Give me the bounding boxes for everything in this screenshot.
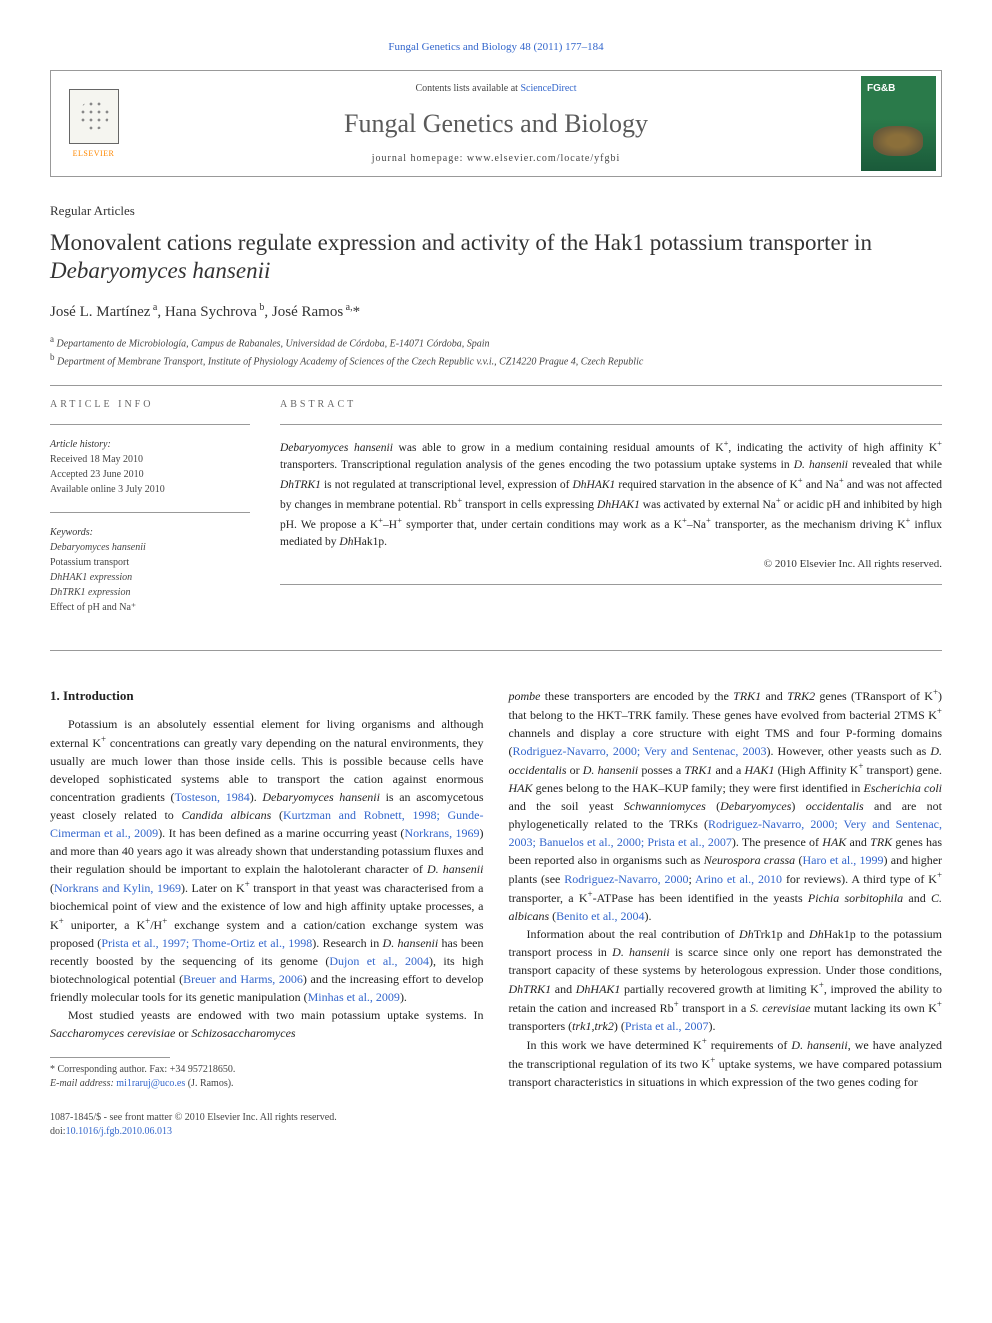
keyword: Effect of pH and Na⁺ [50,600,250,615]
elsevier-logo[interactable]: ELSEVIER [51,76,136,171]
email-suffix: (J. Ramos). [185,1078,233,1089]
journal-title: Fungal Genetics and Biology [146,106,846,142]
intro-paragraph-2: Most studied yeasts are endowed with two… [50,1006,484,1042]
article-title: Monovalent cations regulate expression a… [50,229,942,287]
keywords-label: Keywords: [50,525,250,540]
sciencedirect-link[interactable]: ScienceDirect [520,83,576,94]
citation-link[interactable]: Benito et al., 2004 [556,909,644,923]
citation-link[interactable]: Dujon et al., 2004 [329,954,429,968]
keyword: DhHAK1 expression [50,570,250,585]
authors-line: José L. Martínez a, Hana Sychrova b, Jos… [50,301,942,323]
journal-ref-link[interactable]: Fungal Genetics and Biology 48 (2011) 17… [388,41,603,53]
author-1-affil: a [150,302,157,313]
left-column: 1. Introduction Potassium is an absolute… [50,686,484,1092]
author-3-affil: a, [343,302,352,313]
main-two-column: 1. Introduction Potassium is an absolute… [50,686,942,1092]
accepted-date: Accepted 23 June 2010 [50,467,250,482]
divider [280,424,942,425]
intro-paragraph-5: In this work we have determined K+ requi… [509,1035,943,1091]
citation-link[interactable]: Tosteson, 1984 [175,790,250,804]
intro-paragraph-4: Information about the real contribution … [509,925,943,1035]
abstract-copyright: © 2010 Elsevier Inc. All rights reserved… [280,557,942,572]
history-label: Article history: [50,437,250,452]
doi-link[interactable]: 10.1016/j.fgb.2010.06.013 [66,1126,172,1137]
citation-link[interactable]: Norkrans and Kylin, 1969 [54,881,181,895]
corresponding-marker: * [353,304,361,320]
title-text: Monovalent cations regulate expression a… [50,230,872,255]
right-column: pombe these transporters are encoded by … [509,686,943,1092]
doi-line: doi:10.1016/j.fgb.2010.06.013 [50,1125,942,1139]
contents-text: Contents lists available at [415,83,520,94]
affiliation-a: a Departamento de Microbiología, Campus … [50,333,942,351]
contents-lists-line: Contents lists available at ScienceDirec… [146,82,846,96]
divider [50,424,250,425]
introduction-heading: 1. Introduction [50,686,484,706]
citation-link[interactable]: Prista et al., 2007 [625,1019,709,1033]
keyword: DhTRK1 expression [50,585,250,600]
online-date: Available online 3 July 2010 [50,482,250,497]
keyword: Potassium transport [50,555,250,570]
article-info-heading: ARTICLE INFO [50,398,250,412]
info-abstract-row: ARTICLE INFO Article history: Received 1… [50,398,942,630]
divider [50,650,942,651]
divider [50,385,942,386]
article-type: Regular Articles [50,202,942,220]
doi-label: doi: [50,1126,66,1137]
author-2-affil: b [257,302,265,313]
received-date: Received 18 May 2010 [50,452,250,467]
citation-link[interactable]: Rodriguez-Navarro, 2000; Very and Senten… [513,744,767,758]
issn-line: 1087-1845/$ - see front matter © 2010 El… [50,1111,942,1125]
journal-cover-thumbnail[interactable] [861,76,936,171]
email-link[interactable]: mi1raruj@uco.es [116,1078,185,1089]
abstract-text: Debaryomyces hansenii was able to grow i… [280,437,942,552]
citation-link[interactable]: Haro et al., 1999 [802,853,883,867]
email-label: E-mail address: [50,1078,116,1089]
author-1: José L. Martínez [50,304,150,320]
email-line: E-mail address: mi1raruj@uco.es (J. Ramo… [50,1077,484,1091]
header-center: Contents lists available at ScienceDirec… [136,72,856,176]
title-species: Debaryomyces hansenii [50,258,270,283]
citation-link[interactable]: Arino et al., 2010 [695,872,782,886]
affiliations: a Departamento de Microbiología, Campus … [50,333,942,370]
affiliation-b: b Department of Membrane Transport, Inst… [50,351,942,369]
author-3: José Ramos [272,304,343,320]
footnote-divider [50,1057,170,1058]
keywords-block: Keywords: Debaryomyces hansenii Potassiu… [50,525,250,615]
citation-link[interactable]: Breuer and Harms, 2006 [183,972,303,986]
corr-author-line: * Corresponding author. Fax: +34 9572186… [50,1063,484,1077]
divider [280,584,942,585]
elsevier-tree-icon [69,89,119,144]
article-history: Article history: Received 18 May 2010 Ac… [50,437,250,497]
keyword: Debaryomyces hansenii [50,540,250,555]
elsevier-label: ELSEVIER [73,148,115,159]
journal-homepage: journal homepage: www.elsevier.com/locat… [146,152,846,166]
article-info-column: ARTICLE INFO Article history: Received 1… [50,398,250,630]
abstract-column: ABSTRACT Debaryomyces hansenii was able … [280,398,942,630]
abstract-heading: ABSTRACT [280,398,942,412]
intro-paragraph-3: pombe these transporters are encoded by … [509,686,943,925]
citation-link[interactable]: Minhas et al., 2009 [308,990,400,1004]
citation-link[interactable]: Prista et al., 1997; Thome-Ortiz et al.,… [101,936,312,950]
journal-header-box: ELSEVIER Contents lists available at Sci… [50,70,942,177]
citation-link[interactable]: Rodriguez-Navarro, 2000 [564,872,688,886]
page-footer: 1087-1845/$ - see front matter © 2010 El… [50,1111,942,1139]
author-2: Hana Sychrova [165,304,257,320]
citation-link[interactable]: Norkrans, 1969 [404,826,479,840]
intro-paragraph-1: Potassium is an absolutely essential ele… [50,715,484,1006]
divider [50,512,250,513]
corresponding-footnote: * Corresponding author. Fax: +34 9572186… [50,1063,484,1091]
journal-reference: Fungal Genetics and Biology 48 (2011) 17… [50,40,942,55]
